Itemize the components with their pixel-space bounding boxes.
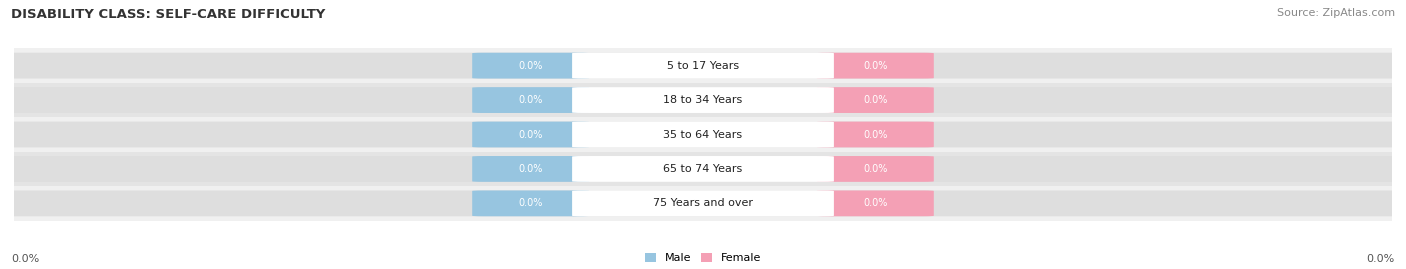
FancyBboxPatch shape bbox=[472, 53, 589, 79]
Text: 75 Years and over: 75 Years and over bbox=[652, 198, 754, 208]
FancyBboxPatch shape bbox=[817, 190, 934, 216]
Text: 0.0%: 0.0% bbox=[519, 164, 543, 174]
Text: DISABILITY CLASS: SELF-CARE DIFFICULTY: DISABILITY CLASS: SELF-CARE DIFFICULTY bbox=[11, 8, 326, 21]
Bar bbox=[14, 152, 1392, 186]
FancyBboxPatch shape bbox=[472, 156, 589, 182]
Text: 0.0%: 0.0% bbox=[519, 95, 543, 105]
Text: 0.0%: 0.0% bbox=[863, 129, 887, 140]
FancyBboxPatch shape bbox=[817, 53, 934, 79]
FancyBboxPatch shape bbox=[572, 53, 834, 79]
FancyBboxPatch shape bbox=[572, 156, 834, 182]
Text: 0.0%: 0.0% bbox=[863, 95, 887, 105]
FancyBboxPatch shape bbox=[4, 156, 1402, 182]
Text: 0.0%: 0.0% bbox=[863, 164, 887, 174]
Bar bbox=[14, 117, 1392, 152]
Text: 18 to 34 Years: 18 to 34 Years bbox=[664, 95, 742, 105]
Text: 0.0%: 0.0% bbox=[519, 61, 543, 71]
FancyBboxPatch shape bbox=[4, 87, 1402, 113]
Text: 0.0%: 0.0% bbox=[863, 198, 887, 208]
Bar bbox=[14, 83, 1392, 117]
FancyBboxPatch shape bbox=[4, 190, 1402, 216]
Text: 0.0%: 0.0% bbox=[1367, 254, 1395, 264]
FancyBboxPatch shape bbox=[4, 53, 1402, 79]
FancyBboxPatch shape bbox=[817, 87, 934, 113]
Text: 35 to 64 Years: 35 to 64 Years bbox=[664, 129, 742, 140]
FancyBboxPatch shape bbox=[472, 190, 589, 216]
FancyBboxPatch shape bbox=[817, 122, 934, 147]
FancyBboxPatch shape bbox=[817, 156, 934, 182]
FancyBboxPatch shape bbox=[572, 190, 834, 216]
Text: 0.0%: 0.0% bbox=[519, 129, 543, 140]
Text: 65 to 74 Years: 65 to 74 Years bbox=[664, 164, 742, 174]
Bar bbox=[14, 186, 1392, 221]
FancyBboxPatch shape bbox=[572, 87, 834, 113]
FancyBboxPatch shape bbox=[472, 122, 589, 147]
Legend: Male, Female: Male, Female bbox=[645, 253, 761, 263]
Text: 0.0%: 0.0% bbox=[863, 61, 887, 71]
FancyBboxPatch shape bbox=[472, 87, 589, 113]
FancyBboxPatch shape bbox=[4, 122, 1402, 147]
Bar bbox=[14, 48, 1392, 83]
Text: Source: ZipAtlas.com: Source: ZipAtlas.com bbox=[1277, 8, 1395, 18]
FancyBboxPatch shape bbox=[572, 122, 834, 147]
Text: 5 to 17 Years: 5 to 17 Years bbox=[666, 61, 740, 71]
Text: 0.0%: 0.0% bbox=[11, 254, 39, 264]
Text: 0.0%: 0.0% bbox=[519, 198, 543, 208]
